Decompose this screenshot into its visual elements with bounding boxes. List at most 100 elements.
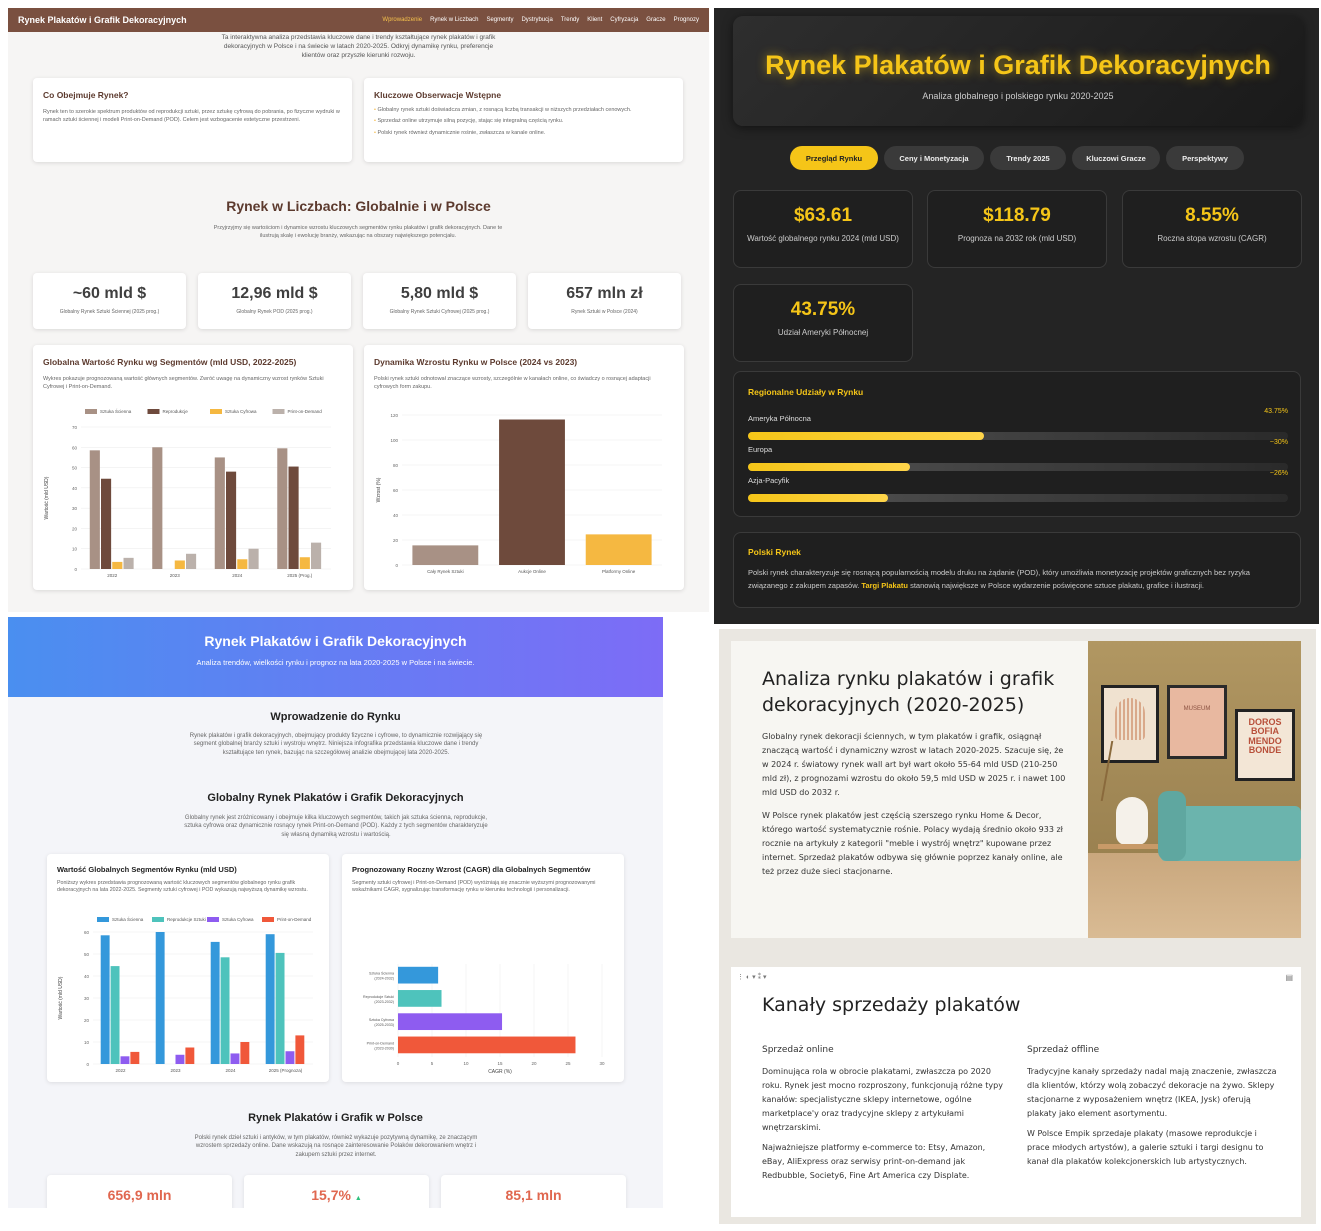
progress-track <box>748 494 1288 502</box>
segments-bar-chart: 0 10 20 30 40 50 60 70 Wartość (mld USD) 2022 2023… <box>44 407 331 578</box>
polish-market-title: Polski Rynek <box>748 547 801 557</box>
offline-p2: W Polsce Empik sprzedaje plakaty (masowe… <box>1027 1128 1264 1166</box>
bar <box>100 935 110 1064</box>
q3-subtitle: Analiza trendów, wielkości rynku i progn… <box>196 658 475 667</box>
x-tick-label: 20 <box>531 1061 537 1066</box>
section-title: Rynek w Liczbach: Globalnie i w Polsce <box>226 198 491 214</box>
toolbar-icons[interactable]: ⋮ ◐ ▾ ⁑ ▾ <box>737 974 767 981</box>
region-name: Ameryka Północna <box>748 414 811 423</box>
bar <box>398 990 442 1007</box>
bar <box>210 941 220 1064</box>
tab-przeglad[interactable]: Przegląd Rynku <box>790 146 878 170</box>
bar <box>89 450 100 569</box>
nav-link-prognozy[interactable]: Prognozy <box>673 17 699 23</box>
y-tick-label: (2024-2032) <box>374 977 394 981</box>
q1-brand[interactable]: Rynek Plakatów i Grafik Dekoracyjnych <box>18 15 187 25</box>
bar <box>186 553 197 569</box>
legend-label: Sztuka Cyfrowa <box>225 409 257 414</box>
online-p1: Dominująca rola w obrocie plakatami, zwł… <box>762 1066 1003 1132</box>
stat-card: $63.61 Wartość globalnego rynku 2024 (mld… <box>733 190 913 268</box>
x-tick-label: 0 <box>397 1061 400 1066</box>
chart-desc: Polski rynek sztuki odnotował znaczące w… <box>374 376 651 391</box>
stat-label: Roczna stopa wzrostu (CAGR) <box>1157 234 1267 243</box>
vase <box>1116 797 1148 845</box>
x-tick-label: 2025 (Prognoza) <box>269 1068 303 1073</box>
region-name: Europa <box>748 445 773 454</box>
intro-title: Wprowadzenie do Rynku <box>270 711 401 723</box>
region-pct: ~30% <box>1269 439 1288 446</box>
legend-label: Sztuka Cyfrowa <box>222 917 254 922</box>
region-pct: 43.75% <box>1264 408 1288 415</box>
stat-card: 5,80 mld $ Globalny Rynek Sztuki Cyfrowej… <box>363 273 516 329</box>
x-tick-label: 10 <box>463 1061 469 1066</box>
chart-desc: Segmenty sztuki cyfrowej i Print-on-Dema… <box>352 880 596 894</box>
nav-link-wprowadzenie[interactable]: Wprowadzenie <box>382 17 423 23</box>
stat-value: 12,96 mld $ <box>231 285 318 302</box>
q3-title: Rynek Plakatów i Grafik Dekoracyjnych <box>204 633 467 649</box>
y-tick-label: 0 <box>86 1062 89 1067</box>
x-tick-label: Platformy Online <box>602 569 636 574</box>
stat-value: 8.55% <box>1185 205 1239 226</box>
nav-link-segmenty[interactable]: Segmenty <box>486 17 514 23</box>
y-tick-label: 20 <box>84 1018 90 1023</box>
nav-link-trendy[interactable]: Trendy <box>560 17 580 23</box>
y-tick-label: Sztuka Ścienna <box>369 971 394 976</box>
chart-card-segments: Globalna Wartość Rynku wg Segmentów (mld… <box>33 345 353 590</box>
progress-fill <box>748 463 910 471</box>
x-tick-label: 25 <box>565 1061 571 1066</box>
living-room-image: MUSEUM DOROS BOFIA MENDO BONDE <box>1088 641 1301 938</box>
bar <box>123 557 134 569</box>
stat-label: Udział Ameryki Północnej <box>777 328 869 337</box>
q1-panel: Rynek Plakatów i Grafik Dekoracyjnych Wp… <box>8 8 709 612</box>
bar <box>412 545 479 565</box>
stat-value: 15,7% <box>311 1187 351 1203</box>
x-tick-label: 2025 (Prog.) <box>287 573 313 578</box>
bar <box>240 1042 250 1064</box>
y-tick-label: (2023-2032) <box>374 1000 394 1004</box>
y-tick-label: 10 <box>84 1040 90 1045</box>
bar <box>265 934 275 1064</box>
chart-desc: Wykres pokazuje prognozowaną wartość głó… <box>43 376 324 391</box>
poster-frame-right: DOROS BOFIA MENDO BONDE <box>1235 709 1295 781</box>
stat-value: 656,9 mln <box>107 1187 172 1203</box>
legend-label: Reprodukcje <box>163 409 189 414</box>
nav-link-cyfryzacja[interactable]: Cyfryzacja <box>610 17 639 23</box>
tab-gracze[interactable]: Kluczowi Gracze <box>1072 146 1160 170</box>
legend-label: Sztuka Ścienna <box>100 407 132 414</box>
legend-label: Reprodukcje Sztuki <box>167 917 206 922</box>
copy-icon[interactable]: ▤ <box>1285 973 1293 982</box>
q4-paragraph: W Polsce rynek plakatów jest częścią sze… <box>762 811 1063 877</box>
online-title: Sprzedaż online <box>762 1045 834 1055</box>
chart-card-poland: Dynamika Wzrostu Rynku w Polsce (2024 vs… <box>364 345 684 590</box>
bar <box>155 932 165 1064</box>
tab-perspektywy[interactable]: Perspektywy <box>1166 146 1244 170</box>
stat-card: $118.79 Prognoza na 2032 rok (mld USD) <box>927 190 1107 268</box>
market-scope-card: Co Obejmuje Rynek? Rynek ten to szerokie… <box>33 78 352 162</box>
nav-link-rynek[interactable]: Rynek w Liczbach <box>430 17 479 23</box>
stat-card: 8.55% Roczna stopa wzrostu (CAGR) <box>1122 190 1302 268</box>
nav-link-dystrybucja[interactable]: Dystrybucja <box>521 17 553 23</box>
nav-link-gracze[interactable]: Gracze <box>646 17 666 23</box>
y-tick-label: 40 <box>393 513 399 518</box>
q4-panel: Analiza rynku plakatów i grafik dekoracy… <box>719 629 1316 1224</box>
x-tick-label: 5 <box>431 1061 434 1066</box>
nav-link-klient[interactable]: Klient <box>587 17 603 23</box>
stat-card: ~60 mld $ Globalny Rynek Sztuki Ściennej … <box>33 273 186 329</box>
bar <box>499 419 565 565</box>
bar <box>220 957 230 1064</box>
legend-swatch <box>97 917 109 922</box>
stat-card: 43.75% Udział Ameryki Północnej <box>733 284 913 362</box>
bar <box>585 534 652 565</box>
tab-trendy[interactable]: Trendy 2025 <box>990 146 1066 170</box>
tab-ceny[interactable]: Ceny i Monetyzacja <box>884 146 984 170</box>
bar <box>398 966 439 984</box>
poland-growth-chart: 0 20 40 60 80 100 120 Wzrost (%) Cały Rynek Sztu… <box>376 413 662 574</box>
y-tick-label: 60 <box>393 488 399 493</box>
legend-swatch <box>210 409 222 414</box>
stat-card: 85,1 mln <box>441 1175 626 1208</box>
list-item: • Polski rynek również dynamicznie rośni… <box>374 129 546 136</box>
section-text: Przyjrzyjmy się wartościom i dynamice wz… <box>213 225 503 240</box>
y-tick-label: 0 <box>395 563 398 568</box>
legend-label: Print-on-Demand <box>277 917 312 922</box>
region-row: Ameryka Północna 43.75% <box>748 408 1288 440</box>
